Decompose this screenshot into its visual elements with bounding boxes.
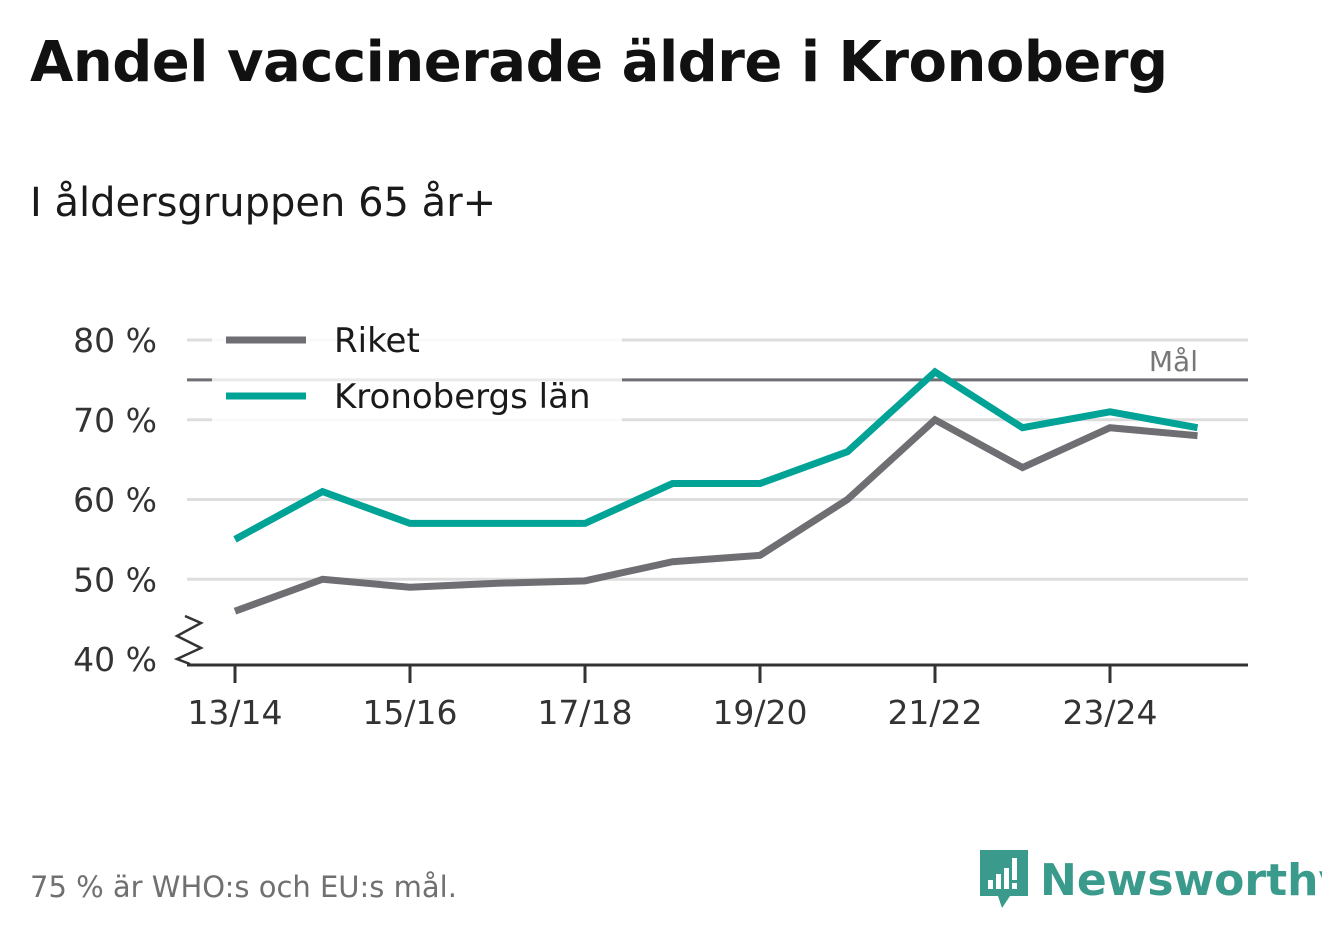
x-tick-label: 21/22: [887, 693, 982, 732]
y-tick-label: 80 %: [73, 321, 157, 360]
x-tick-label: 15/16: [362, 693, 457, 732]
footnote: 75 % är WHO:s och EU:s mål.: [30, 870, 457, 904]
goal-label: Mål: [1149, 345, 1198, 378]
legend: Riket Kronobergs län: [212, 316, 622, 422]
chart-subtitle: I åldersgruppen 65 år+: [30, 180, 497, 226]
x-tick-label: 19/20: [712, 693, 807, 732]
series-line-kronoberg: [233, 367, 1199, 543]
legend-background: [212, 316, 622, 422]
brand-logo: Newsworthy: [980, 850, 1322, 910]
y-tick-label: 50 %: [73, 560, 157, 599]
brand-name: Newsworthy: [1040, 854, 1322, 906]
legend-label-kronoberg: Kronobergs län: [334, 377, 591, 417]
x-tick-label: 17/18: [537, 693, 632, 732]
axis-break-icon: [173, 614, 204, 666]
legend-label-riket: Riket: [334, 321, 420, 361]
y-tick-label: 70 %: [73, 401, 157, 440]
y-tick-label: 60 %: [73, 481, 157, 520]
x-tick-label: 23/24: [1062, 693, 1157, 732]
chart-title: Andel vaccinerade äldre i Kronoberg: [30, 30, 1168, 95]
x-tick-label: 13/14: [187, 693, 282, 732]
newsworthy-logo-icon: [980, 850, 1028, 908]
y-tick-label: 40 %: [73, 640, 157, 679]
series-lines: [233, 367, 1199, 615]
axes: 40 % 50 % 60 % 70 % 80 % 13/14 15/16 17/18 19/20…: [73, 321, 1248, 732]
series-line-riket: [233, 415, 1198, 615]
